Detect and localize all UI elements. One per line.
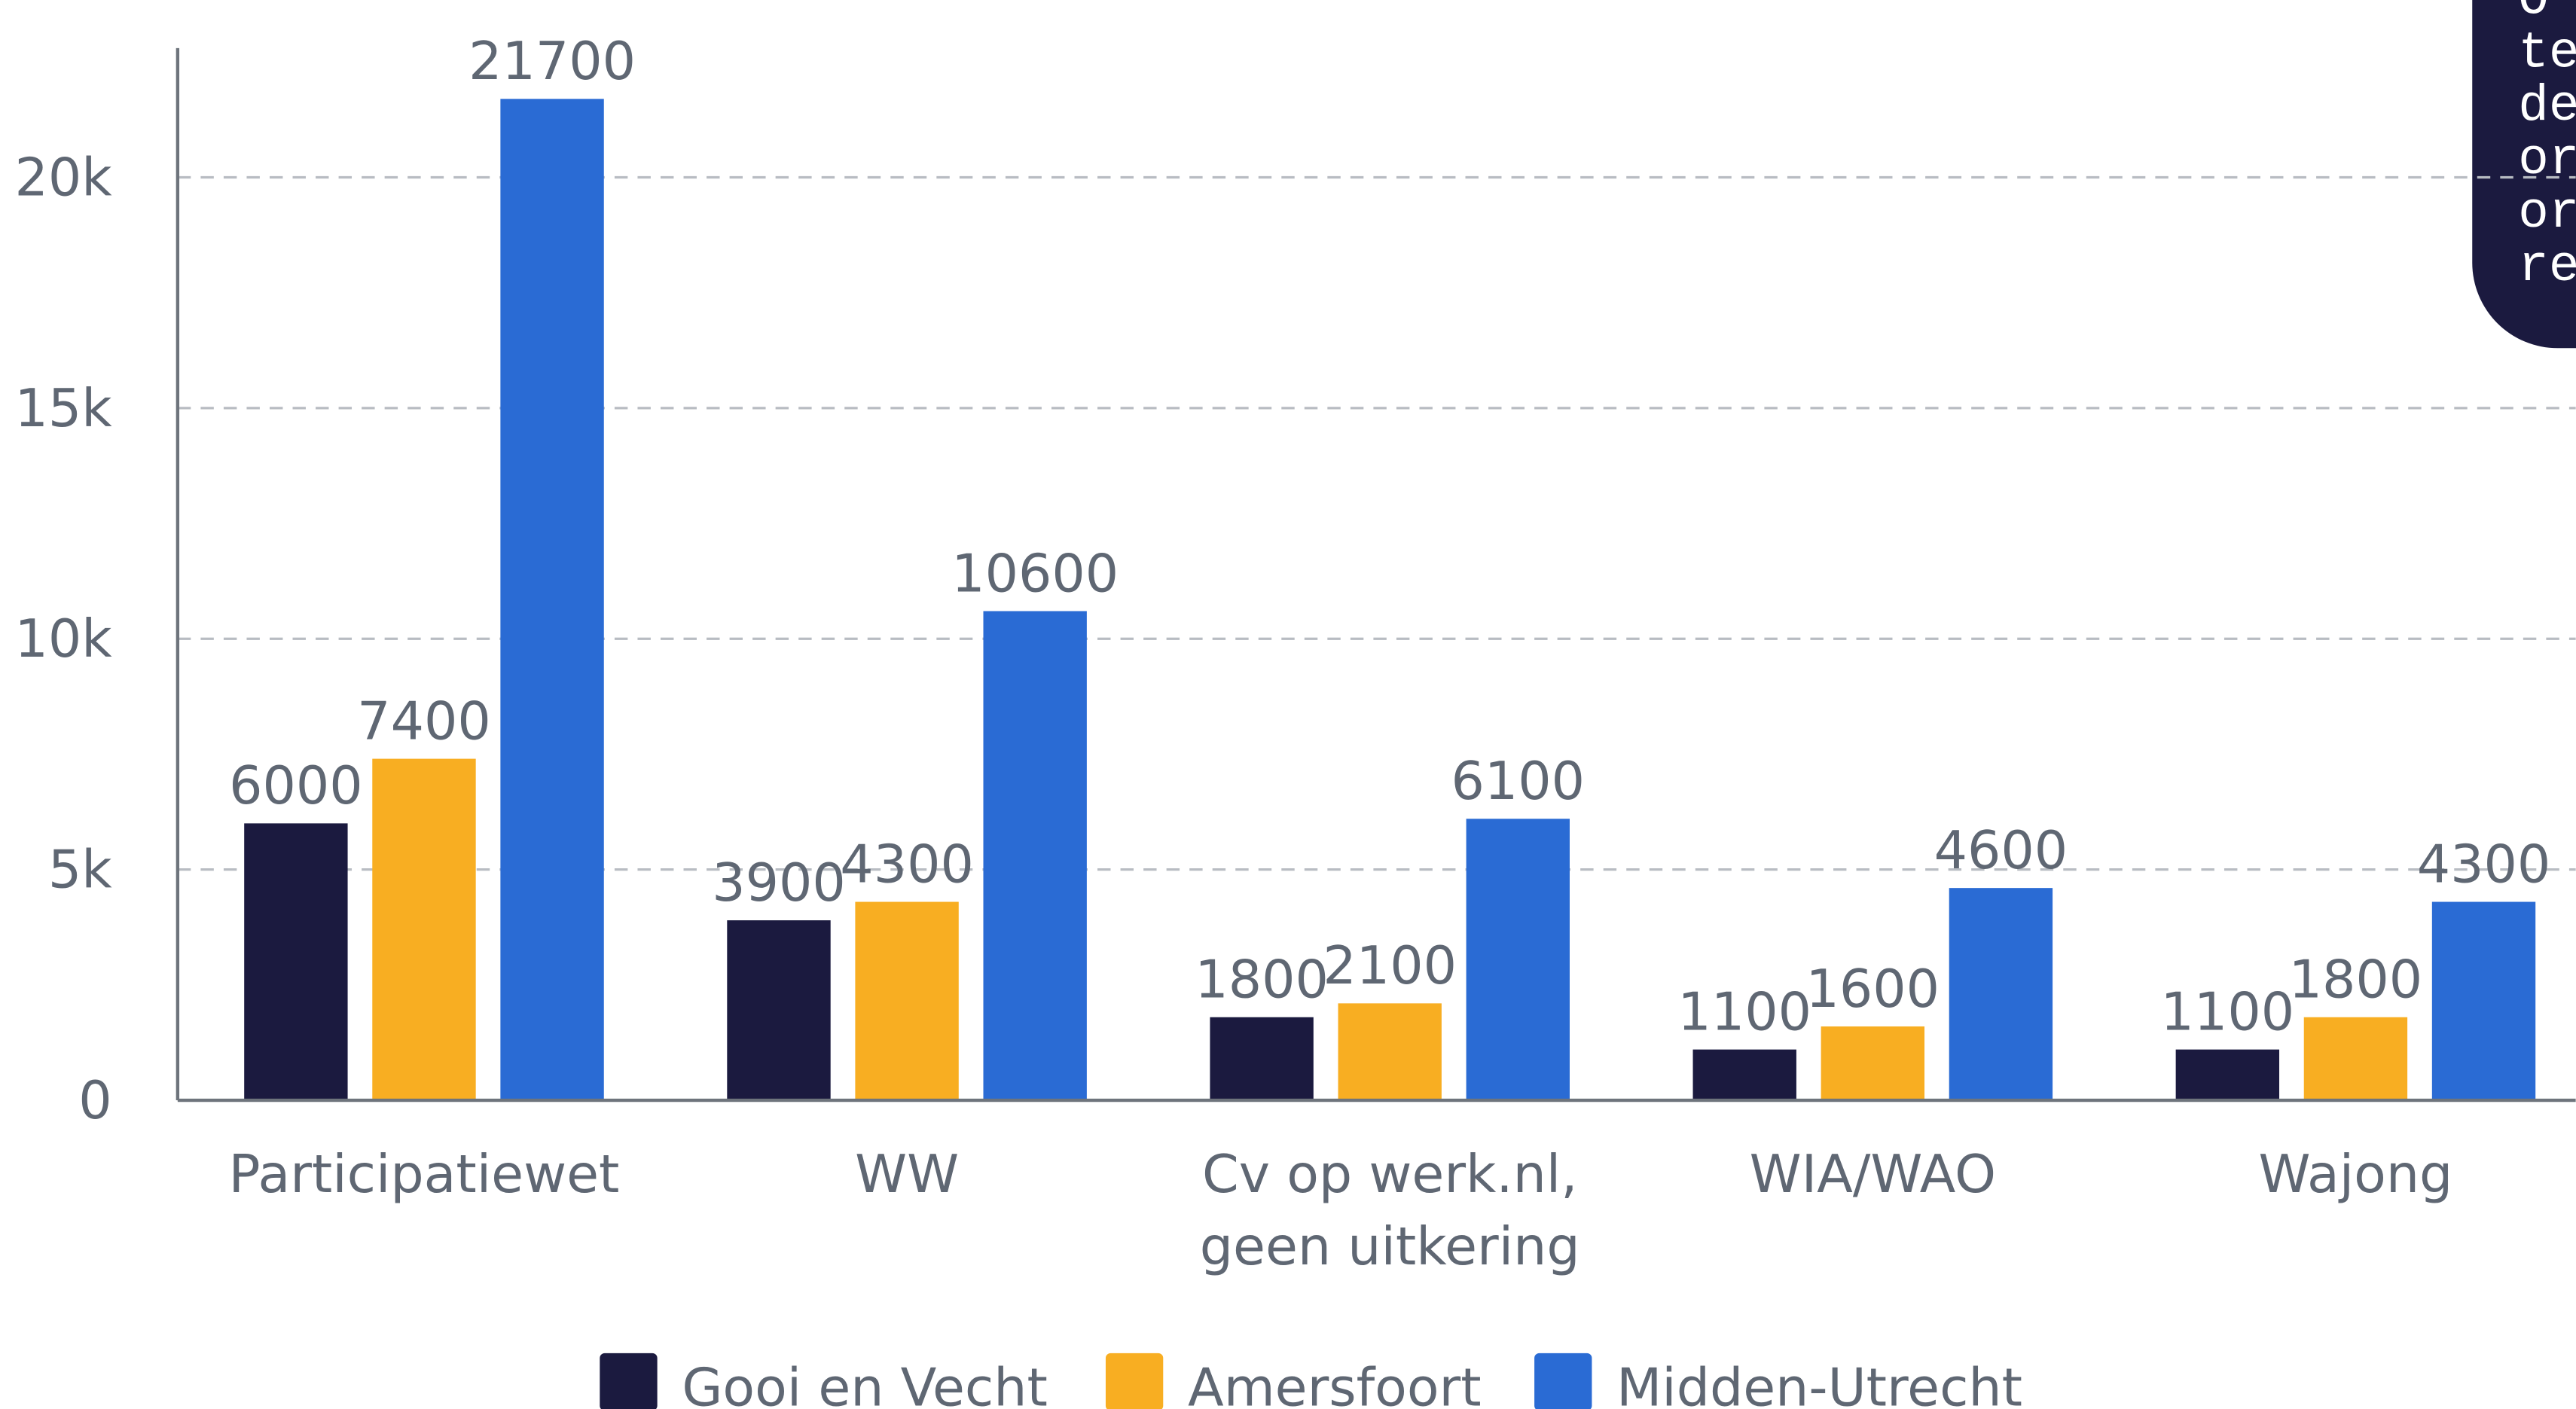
x-tick-label: WIA/WAO <box>1750 1144 1996 1205</box>
bar <box>727 920 831 1101</box>
data-label: 21700 <box>469 31 636 92</box>
legend-swatch <box>1534 1353 1592 1409</box>
data-label: 7400 <box>357 691 491 752</box>
bar <box>372 758 476 1101</box>
data-label: 1800 <box>1195 950 1329 1011</box>
y-tick-label: 10k <box>14 608 112 669</box>
bar <box>1821 1026 1925 1101</box>
data-label: 1800 <box>2289 950 2423 1011</box>
side-note-text: re <box>2518 239 2576 296</box>
data-label: 4300 <box>840 834 974 895</box>
bar <box>1949 888 2053 1101</box>
data-label: 1100 <box>2161 981 2295 1042</box>
x-tick-label: Cv op werk.nl, geen uitkering <box>1200 1144 1580 1277</box>
bar <box>500 99 604 1101</box>
data-label: 6100 <box>1451 751 1586 812</box>
data-label: 10600 <box>951 543 1119 604</box>
x-tick-label: Participatiewet <box>229 1144 620 1205</box>
data-label: 4300 <box>2417 834 2551 895</box>
y-tick-label: 20k <box>14 147 112 208</box>
data-label: 6000 <box>229 755 363 816</box>
x-tick-line: Participatiewet <box>229 1144 620 1205</box>
bar <box>1338 1003 1442 1101</box>
data-label: 1100 <box>1677 981 1811 1042</box>
side-note-text: O <box>2518 0 2549 29</box>
y-tick-label: 0 <box>78 1070 111 1131</box>
data-label: 1600 <box>1806 959 1940 1020</box>
bar <box>2303 1017 2408 1101</box>
side-note-text: te <box>2518 25 2576 82</box>
x-tick-line: Cv op werk.nl, <box>1202 1144 1577 1205</box>
data-label: 3900 <box>712 852 846 913</box>
bar <box>983 611 1087 1101</box>
bar <box>1466 819 1570 1101</box>
x-tick-line: WW <box>855 1144 959 1205</box>
legend-label: Amersfoort <box>1188 1358 1482 1409</box>
bar <box>2431 901 2536 1101</box>
y-tick-label: 5k <box>48 840 112 901</box>
bar <box>1692 1049 1796 1101</box>
side-note-box <box>2472 0 2576 349</box>
bar <box>2175 1049 2280 1101</box>
bar <box>244 823 348 1101</box>
legend-label: Midden-Utrecht <box>1616 1358 2022 1409</box>
legend-swatch <box>1105 1353 1164 1409</box>
side-note-text: or <box>2518 132 2576 189</box>
legend-label: Gooi en Vecht <box>682 1358 1047 1409</box>
side-note-text: de <box>2518 78 2576 136</box>
x-tick-label: Wajong <box>2259 1144 2453 1205</box>
x-tick-line: WIA/WAO <box>1750 1144 1996 1205</box>
data-label: 4600 <box>1934 820 2068 881</box>
x-tick-line: Wajong <box>2259 1144 2453 1205</box>
bar <box>855 901 959 1101</box>
bar <box>1210 1017 1314 1101</box>
side-note-text: or <box>2518 185 2576 242</box>
legend-swatch <box>600 1353 658 1409</box>
x-tick-line: geen uitkering <box>1200 1216 1580 1277</box>
x-tick-label: WW <box>855 1144 959 1205</box>
y-tick-label: 15k <box>14 378 112 439</box>
data-label: 2100 <box>1323 935 1457 996</box>
